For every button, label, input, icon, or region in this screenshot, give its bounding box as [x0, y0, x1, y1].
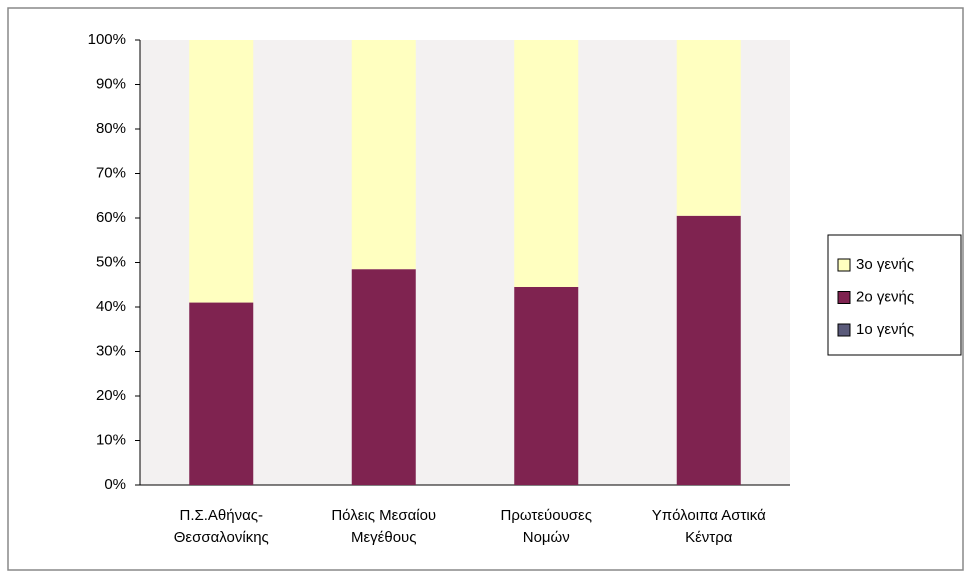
legend-swatch — [837, 291, 851, 304]
y-tick-label: 70% — [96, 164, 126, 181]
x-tick-label: Πρωτεύουσες Νομών — [500, 507, 592, 546]
y-tick-label: 20% — [96, 387, 126, 404]
bar-segment — [514, 40, 579, 287]
legend-label: 3ο γενής — [856, 256, 914, 273]
bar-segment — [189, 302, 254, 485]
bar-segment — [351, 40, 416, 270]
bar-segment — [189, 40, 254, 303]
legend-swatch — [837, 258, 851, 272]
x-tick-label: Π.Σ.Αθήνας- Θεσσαλονίκης — [173, 507, 269, 546]
y-tick-label: 0% — [104, 476, 126, 493]
y-tick-label: 50% — [96, 253, 126, 270]
bar-segment — [676, 40, 741, 216]
y-tick-label: 80% — [96, 120, 126, 137]
y-tick-label: 30% — [96, 342, 126, 359]
y-tick-label: 10% — [96, 431, 126, 448]
y-tick-label: 40% — [96, 298, 126, 315]
legend-label: 1ο γενής — [856, 321, 914, 338]
y-tick-label: 60% — [96, 209, 126, 226]
x-tick-label: Υπόλοιπα Αστικά Κέντρα — [651, 507, 766, 546]
x-tick-label: Πόλεις Μεσαίου Μεγέθους — [331, 507, 437, 546]
legend-label: 2ο γενής — [856, 288, 914, 305]
bar-segment — [676, 215, 741, 485]
legend-swatch — [837, 323, 851, 337]
y-tick-label: 100% — [88, 31, 126, 48]
bar-segment — [351, 269, 416, 485]
bar-segment — [514, 286, 579, 485]
y-tick-label: 90% — [96, 75, 126, 92]
